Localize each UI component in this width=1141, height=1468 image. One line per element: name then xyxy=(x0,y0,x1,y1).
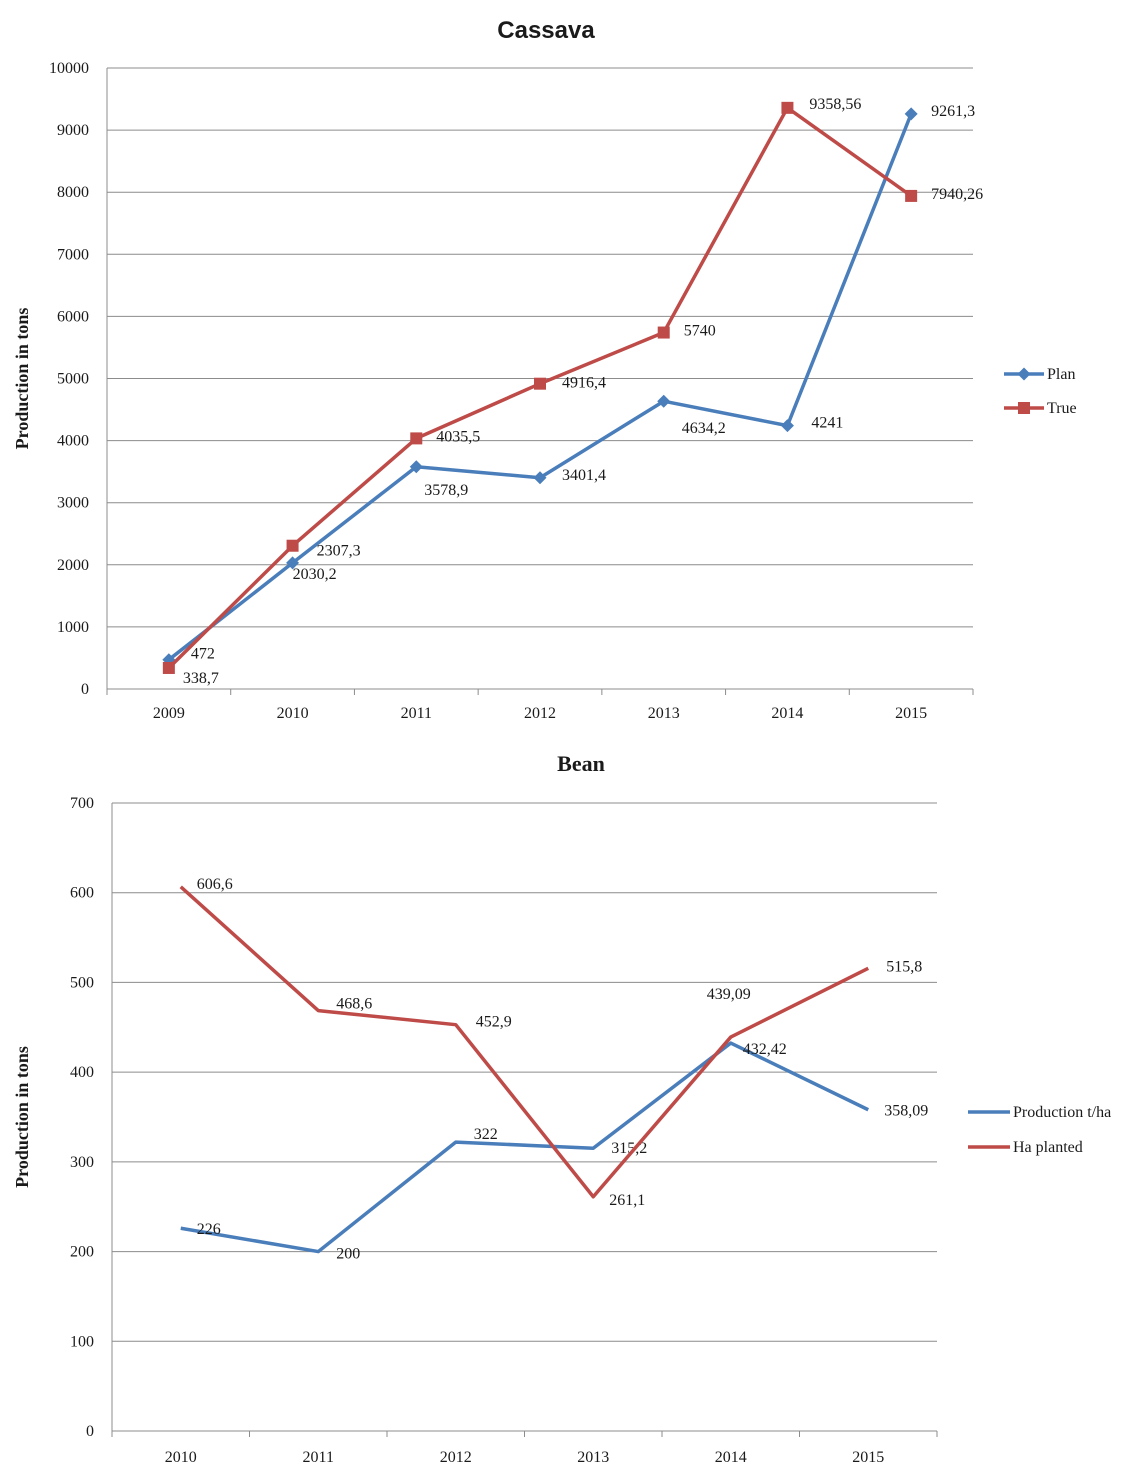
x-tick-label: 2009 xyxy=(153,705,185,722)
data-label: 3578,9 xyxy=(424,482,468,499)
y-tick-label: 2000 xyxy=(57,557,89,574)
data-label: 338,7 xyxy=(183,670,219,687)
data-point xyxy=(657,394,671,408)
x-tick-label: 2014 xyxy=(771,705,803,722)
data-label: 4634,2 xyxy=(682,420,726,437)
data-label: 2307,3 xyxy=(317,543,361,560)
legend-label: Production t/ha xyxy=(1013,1104,1111,1121)
x-tick-label: 2011 xyxy=(401,705,432,722)
y-tick-label: 0 xyxy=(81,681,89,698)
y-tick-label: 600 xyxy=(70,885,94,902)
y-tick-label: 300 xyxy=(70,1154,94,1171)
y-axis-label: Production in tons xyxy=(12,308,32,450)
y-tick-label: 500 xyxy=(70,974,94,991)
legend-label: True xyxy=(1047,400,1077,417)
x-tick-label: 2012 xyxy=(524,705,556,722)
y-tick-label: 5000 xyxy=(57,371,89,388)
y-tick-label: 8000 xyxy=(57,184,89,201)
y-tick-label: 700 xyxy=(70,795,94,812)
x-tick-label: 2010 xyxy=(165,1449,197,1466)
x-tick-label: 2015 xyxy=(852,1449,884,1466)
x-tick-label: 2015 xyxy=(895,705,927,722)
y-tick-label: 100 xyxy=(70,1333,94,1350)
legend-marker xyxy=(1018,402,1030,414)
data-point xyxy=(162,661,175,674)
data-label: 322 xyxy=(474,1126,498,1143)
data-label: 4916,4 xyxy=(562,375,606,392)
data-label: 2030,2 xyxy=(293,566,337,583)
y-tick-label: 10000 xyxy=(49,60,89,77)
series-line-1 xyxy=(180,1041,870,1254)
data-label: 452,9 xyxy=(476,1014,512,1031)
data-label: 3401,4 xyxy=(562,467,606,484)
data-point xyxy=(657,326,670,339)
x-tick-label: 2011 xyxy=(303,1449,334,1466)
bean-chart: Bean 0 100 200 300 400 500 600 700 2010 2011 2012 20… xyxy=(12,751,1111,1466)
data-label: 358,09 xyxy=(884,1103,928,1120)
data-label: 439,09 xyxy=(707,986,751,1003)
data-point xyxy=(286,539,299,552)
data-label: 7940,26 xyxy=(931,186,983,203)
y-tick-label: 4000 xyxy=(57,433,89,450)
x-tick-label: 2012 xyxy=(440,1449,472,1466)
y-tick-label: 9000 xyxy=(57,122,89,139)
data-label: 200 xyxy=(336,1246,360,1263)
y-axis-label: Production in tons xyxy=(12,1046,32,1188)
data-label: 261,1 xyxy=(609,1192,645,1209)
data-point xyxy=(409,460,423,474)
legend-marker xyxy=(1017,367,1031,381)
y-tick-label: 400 xyxy=(70,1064,94,1081)
data-point xyxy=(533,471,547,485)
y-tick-label: 3000 xyxy=(57,495,89,512)
y-tick-label: 1000 xyxy=(57,619,89,636)
legend-label: Ha planted xyxy=(1013,1139,1083,1156)
data-label: 226 xyxy=(197,1221,221,1238)
chart-title: Bean xyxy=(557,751,605,776)
data-point xyxy=(534,377,546,390)
series-line-2 xyxy=(179,885,870,1199)
data-label: 432,42 xyxy=(743,1041,787,1058)
data-label: 468,6 xyxy=(336,996,372,1013)
data-point xyxy=(286,556,300,570)
data-point xyxy=(781,101,794,114)
x-tick-label: 2014 xyxy=(715,1449,747,1466)
data-label: 472 xyxy=(191,646,215,663)
y-tick-label: 7000 xyxy=(57,246,89,263)
legend-label: Plan xyxy=(1047,366,1075,383)
data-label: 515,8 xyxy=(886,958,922,975)
data-label: 9261,3 xyxy=(931,103,975,120)
data-point xyxy=(780,419,794,433)
cassava-chart: Cassava 0 1000 2000 3000 4000 5000 6000 7000 8000… xyxy=(12,17,1077,722)
data-point xyxy=(904,107,918,121)
y-tick-label: 200 xyxy=(70,1244,94,1261)
y-tick-label: 0 xyxy=(86,1423,94,1440)
data-label: 4241 xyxy=(811,415,843,432)
y-tick-label: 6000 xyxy=(57,308,89,325)
x-tick-label: 2013 xyxy=(577,1449,609,1466)
x-tick-label: 2013 xyxy=(648,705,680,722)
data-point xyxy=(410,432,423,445)
data-label: 5740 xyxy=(684,323,716,340)
x-tick-label: 2010 xyxy=(277,705,309,722)
data-label: 606,6 xyxy=(197,876,233,893)
chart-title: Cassava xyxy=(497,17,595,44)
data-label: 4035,5 xyxy=(436,428,480,445)
data-point xyxy=(905,189,918,202)
data-label: 9358,56 xyxy=(809,96,861,113)
